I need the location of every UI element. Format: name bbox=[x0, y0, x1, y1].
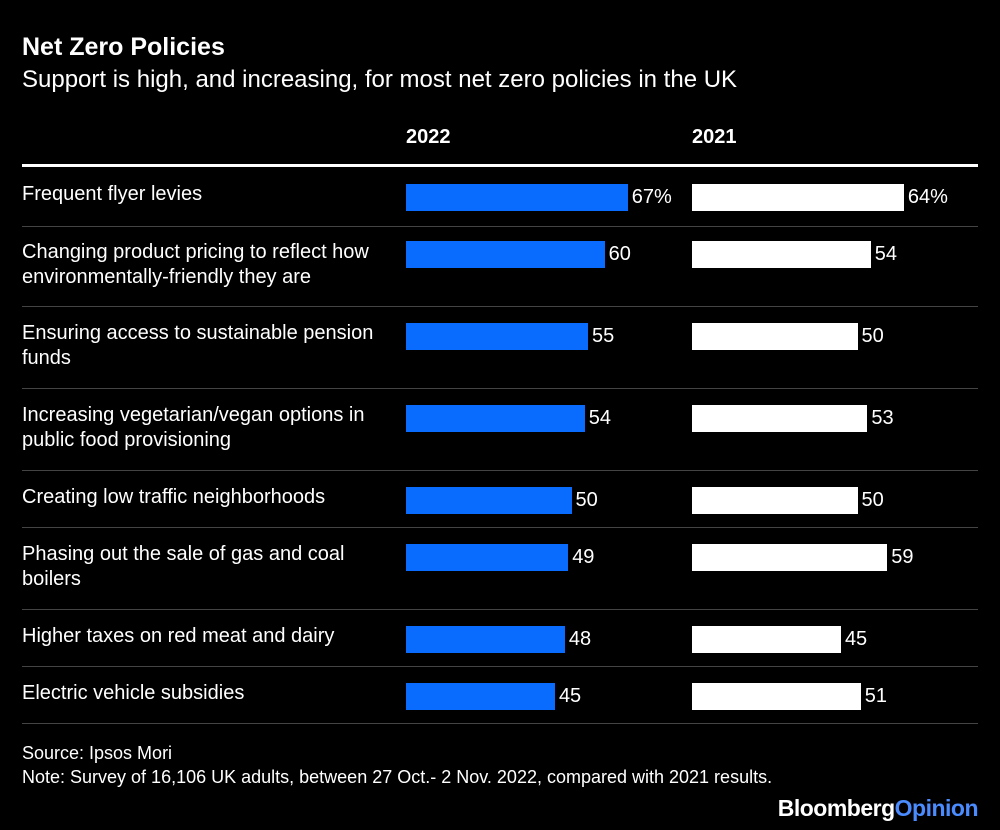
bar-2021-3 bbox=[692, 323, 858, 350]
survey-note: Note: Survey of 16,106 UK adults, betwee… bbox=[22, 767, 773, 787]
value-label-2022-7: 48 bbox=[568, 628, 592, 650]
value-label-2021-8: 51 bbox=[864, 685, 888, 707]
value-label-2021-6: 59 bbox=[891, 546, 914, 568]
value-label-2021-1: 64% bbox=[907, 186, 948, 208]
bar-2022-6 bbox=[406, 544, 569, 571]
value-label-2022-1: 67% bbox=[631, 186, 672, 208]
bar-2022-1 bbox=[406, 184, 628, 211]
column-header-2022: 2022 bbox=[406, 126, 451, 148]
value-label-2022-4: 54 bbox=[588, 407, 611, 429]
value-label-2022-8: 45 bbox=[558, 685, 582, 707]
value-label-2021-7: 45 bbox=[844, 628, 868, 650]
header-rule bbox=[22, 164, 978, 167]
value-label-2021-4: 53 bbox=[871, 407, 894, 429]
bar-2021-8 bbox=[692, 683, 861, 710]
bar-2022-4 bbox=[406, 405, 585, 432]
row-divider bbox=[22, 609, 978, 610]
bar-2022-2 bbox=[406, 241, 605, 268]
value-label-2021-5: 50 bbox=[861, 489, 884, 511]
bar-2021-4 bbox=[692, 405, 868, 432]
row-label-1: Frequent flyer levies bbox=[22, 183, 203, 205]
bar-2021-6 bbox=[692, 544, 888, 571]
row-divider bbox=[22, 226, 978, 227]
value-label-2022-2: 60 bbox=[608, 243, 631, 265]
brand-opinion: Opinion bbox=[894, 795, 979, 821]
bar-2021-1 bbox=[692, 184, 904, 211]
row-label-2: Changing product pricing to reflect how … bbox=[22, 241, 369, 288]
value-label-2021-2: 54 bbox=[874, 243, 897, 265]
bar-2022-5 bbox=[406, 487, 572, 514]
row-divider bbox=[22, 306, 978, 307]
source-note: Source: Ipsos Mori bbox=[22, 743, 173, 763]
bar-2022-3 bbox=[406, 323, 589, 350]
value-label-2021-3: 50 bbox=[861, 325, 884, 347]
row-label-4: Increasing vegetarian/vegan options in p… bbox=[22, 404, 365, 451]
row-label-5: Creating low traffic neighborhoods bbox=[22, 486, 326, 508]
row-divider bbox=[22, 470, 978, 471]
row-divider bbox=[22, 666, 978, 667]
column-header-2021: 2021 bbox=[692, 126, 737, 148]
bar-2021-5 bbox=[692, 487, 858, 514]
row-label-8: Electric vehicle subsidies bbox=[22, 682, 245, 704]
row-label-6: Phasing out the sale of gas and coal boi… bbox=[22, 543, 345, 590]
chart-subtitle: Support is high, and increasing, for mos… bbox=[22, 66, 738, 93]
chart-title: Net Zero Policies bbox=[22, 33, 225, 61]
value-label-2022-3: 55 bbox=[592, 325, 615, 347]
bar-2022-8 bbox=[406, 683, 555, 710]
row-label-7: Higher taxes on red meat and dairy bbox=[22, 625, 335, 647]
bar-2021-2 bbox=[692, 241, 871, 268]
row-divider bbox=[22, 527, 978, 528]
row-divider bbox=[22, 723, 978, 724]
bar-2021-7 bbox=[692, 626, 841, 653]
brand-bloomberg: Bloomberg bbox=[777, 795, 895, 821]
row-divider bbox=[22, 388, 978, 389]
brand-logo: BloombergOpinion bbox=[777, 795, 979, 822]
row-label-3: Ensuring access to sustainable pension f… bbox=[22, 322, 374, 369]
value-label-2022-5: 50 bbox=[575, 489, 598, 511]
bar-2022-7 bbox=[406, 626, 565, 653]
value-label-2022-6: 49 bbox=[572, 546, 595, 568]
